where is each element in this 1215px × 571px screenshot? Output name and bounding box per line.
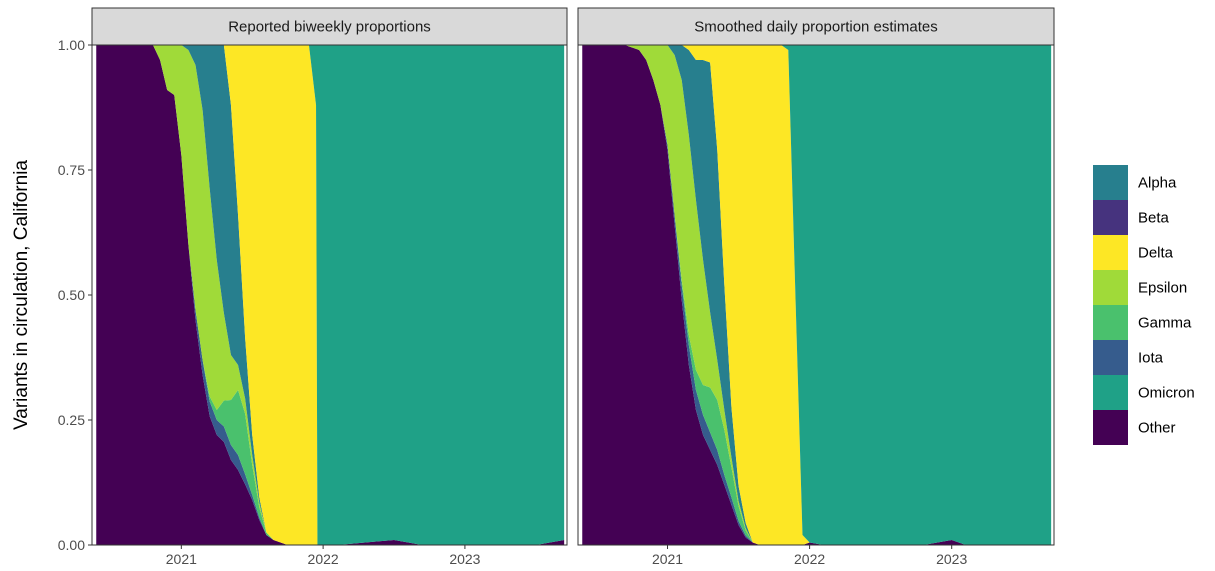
area-iota	[96, 45, 565, 545]
area-omicron	[96, 45, 565, 545]
x-tick-label: 2022	[794, 551, 825, 567]
legend-swatch	[1093, 375, 1128, 410]
legend-item-gamma: Gamma	[1093, 305, 1192, 340]
y-tick-label: 0.25	[58, 412, 85, 428]
panel-2: Smoothed daily proportion estimates 2021 2…	[577, 7, 1055, 567]
x-tick-label: 2022	[308, 551, 339, 567]
area-other	[96, 45, 565, 545]
panel-border	[577, 44, 1055, 546]
y-axis-label: Variants in circulation, California	[11, 160, 32, 430]
chart-panels: Reported biweekly proportions 0.00 0.25 0.5…	[58, 7, 1055, 567]
panel-strip	[577, 7, 1055, 46]
legend-item-iota: Iota	[1093, 340, 1164, 375]
area-other	[582, 45, 1052, 545]
x-tick-label: 2023	[936, 551, 967, 567]
legend-label: Iota	[1138, 350, 1164, 367]
legend-item-beta: Beta	[1093, 200, 1170, 235]
legend-item-omicron: Omicron	[1093, 375, 1195, 410]
legend-swatch	[1093, 270, 1128, 305]
area-omicron	[582, 45, 1052, 545]
panel-1: Reported biweekly proportions 0.00 0.25 0.5…	[58, 7, 568, 567]
legend-label: Omicron	[1138, 385, 1195, 402]
panel-strip	[91, 7, 568, 46]
panel-title: Smoothed daily proportion estimates	[694, 19, 937, 36]
legend-label: Other	[1138, 420, 1176, 437]
area-iota	[582, 45, 1052, 545]
legend-label: Epsilon	[1138, 280, 1187, 297]
y-tick-label: 0.00	[58, 537, 85, 553]
x-tick-label: 2021	[166, 551, 197, 567]
legend-label: Delta	[1138, 245, 1174, 262]
y-tick-label: 1.00	[58, 37, 85, 53]
x-tick-label: 2023	[449, 551, 480, 567]
legend-swatch	[1093, 340, 1128, 375]
legend-label: Gamma	[1138, 315, 1192, 332]
legend-swatch	[1093, 410, 1128, 445]
legend-item-other: Other	[1093, 410, 1176, 445]
legend-swatch	[1093, 305, 1128, 340]
legend-swatch	[1093, 200, 1128, 235]
area-alpha	[582, 45, 1052, 545]
y-tick-label: 0.50	[58, 287, 85, 303]
legend-item-delta: Delta	[1093, 235, 1174, 270]
panel-title: Reported biweekly proportions	[228, 19, 431, 36]
legend-item-alpha: Alpha	[1093, 165, 1177, 200]
legend-swatch	[1093, 235, 1128, 270]
legend-label: Alpha	[1138, 175, 1177, 192]
x-tick-label: 2021	[652, 551, 683, 567]
legend-label: Beta	[1138, 210, 1170, 227]
legend-item-epsilon: Epsilon	[1093, 270, 1187, 305]
area-alpha	[96, 45, 565, 545]
legend-swatch	[1093, 165, 1128, 200]
y-tick-label: 0.75	[58, 162, 85, 178]
legend: Alpha Beta Delta Epsilon Gamma Iota Omicron Oth…	[1093, 165, 1195, 445]
